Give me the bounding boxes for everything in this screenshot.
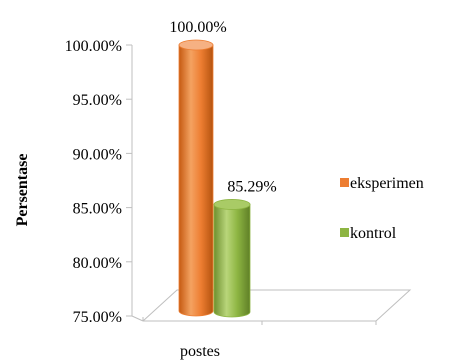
floor-corner xyxy=(131,315,144,322)
data-label-kontrol: 85.29% xyxy=(227,178,276,195)
y-tick-label: 90.00% xyxy=(73,146,122,163)
legend-label-eksperimen: eksperimen xyxy=(350,175,424,192)
bar-body xyxy=(178,44,214,317)
axes xyxy=(131,45,412,325)
y-tick-label: 80.00% xyxy=(73,255,122,272)
floor xyxy=(142,289,412,322)
y-tick-label: 95.00% xyxy=(73,92,122,109)
bar-top xyxy=(213,199,251,210)
y-tick-label: 85.00% xyxy=(73,201,122,218)
bar-top xyxy=(178,39,214,51)
legend-swatch-kontrol xyxy=(340,228,349,237)
legend-swatch-eksperimen xyxy=(340,178,349,187)
legend: eksperimen kontrol xyxy=(340,175,424,242)
bars xyxy=(178,39,251,318)
legend-label-kontrol: kontrol xyxy=(350,225,397,242)
data-labels: 100.00% 85.29% xyxy=(169,19,276,195)
y-tick-label: 100.00% xyxy=(65,38,122,55)
data-label-eksperimen: 100.00% xyxy=(169,19,226,36)
bar-body xyxy=(213,204,251,318)
bar-eksperimen xyxy=(178,39,214,317)
bar-kontrol xyxy=(213,199,251,318)
y-tick-label: 75.00% xyxy=(73,309,122,326)
y-axis-title: Persentase xyxy=(14,154,31,227)
y-ticks: 75.00% 80.00% 85.00% 90.00% 95.00% 100.00% xyxy=(65,38,132,326)
x-category-label: postes xyxy=(180,343,220,360)
